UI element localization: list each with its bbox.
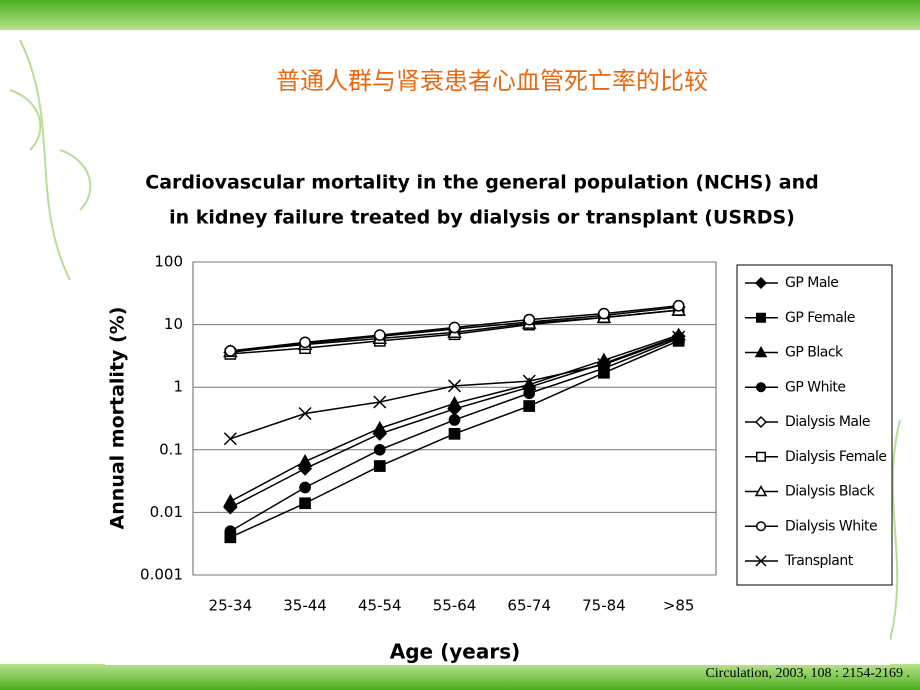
marker xyxy=(447,379,462,393)
x-tick-label: 25-34 xyxy=(209,597,253,615)
marker xyxy=(373,460,386,472)
y-axis-label: Annual mortality (%) xyxy=(107,307,129,530)
marker xyxy=(598,307,610,320)
x-tick-label: 55-64 xyxy=(433,597,477,615)
legend-label: GP Black xyxy=(785,345,844,361)
legend-label: Dialysis White xyxy=(785,518,877,534)
citation: Circulation, 2003, 108 : 2154-2169 . xyxy=(705,666,910,681)
x-tick-label: >85 xyxy=(663,597,695,615)
legend-label: GP White xyxy=(785,379,845,395)
marker xyxy=(756,451,766,462)
x-tick-label: 45-54 xyxy=(358,597,402,615)
marker xyxy=(298,406,312,421)
x-tick-label: 75-84 xyxy=(582,597,626,615)
marker xyxy=(297,453,313,468)
leaf-decoration xyxy=(9,39,901,641)
marker xyxy=(672,330,686,344)
marker xyxy=(754,484,768,497)
marker xyxy=(299,481,311,494)
marker xyxy=(224,345,237,357)
y-tick-label: 10 xyxy=(164,315,183,333)
marker xyxy=(522,374,536,388)
marker xyxy=(223,432,237,446)
marker xyxy=(756,382,766,393)
marker xyxy=(447,395,462,410)
marker xyxy=(754,345,768,358)
marker xyxy=(755,555,767,567)
marker xyxy=(448,414,461,426)
y-tick-label: 0.001 xyxy=(140,566,183,584)
y-tick-label: 1 xyxy=(173,378,183,396)
marker xyxy=(373,443,386,456)
marker xyxy=(223,493,238,507)
marker xyxy=(373,329,386,341)
x-tick-label: 35-44 xyxy=(283,597,327,615)
x-axis-label: Age (years) xyxy=(390,640,520,664)
legend-label: Dialysis Male xyxy=(785,414,870,430)
legend-label: Dialysis Female xyxy=(785,449,886,465)
marker xyxy=(754,415,768,429)
marker xyxy=(523,313,536,326)
y-tick-label: 100 xyxy=(154,253,183,271)
x-tick-label: 65-74 xyxy=(507,597,551,615)
marker xyxy=(372,420,388,434)
chart-title: in kidney failure treated by dialysis or… xyxy=(169,207,795,229)
y-tick-label: 0.01 xyxy=(150,503,183,521)
marker xyxy=(448,427,461,440)
top-bar xyxy=(0,0,920,30)
legend-label: Transplant xyxy=(784,553,854,569)
legend-label: GP Male xyxy=(785,275,838,291)
marker xyxy=(756,312,766,323)
marker xyxy=(373,395,387,409)
legend-label: GP Female xyxy=(785,310,855,326)
marker xyxy=(523,400,536,412)
marker xyxy=(224,525,237,538)
marker xyxy=(299,497,311,510)
legend-label: Dialysis Black xyxy=(785,484,876,500)
marker xyxy=(756,521,766,532)
y-tick-label: 0.1 xyxy=(159,440,183,458)
chart-title: Cardiovascular mortality in the general … xyxy=(145,172,818,194)
marker xyxy=(299,336,311,349)
marker xyxy=(448,321,461,334)
marker xyxy=(672,299,685,312)
marker xyxy=(597,358,611,372)
bottom-bar xyxy=(0,664,920,690)
marker xyxy=(523,387,536,400)
slide-title: 普通人群与肾衰患者心血管死亡率的比较 xyxy=(276,67,708,95)
marker xyxy=(754,276,768,290)
